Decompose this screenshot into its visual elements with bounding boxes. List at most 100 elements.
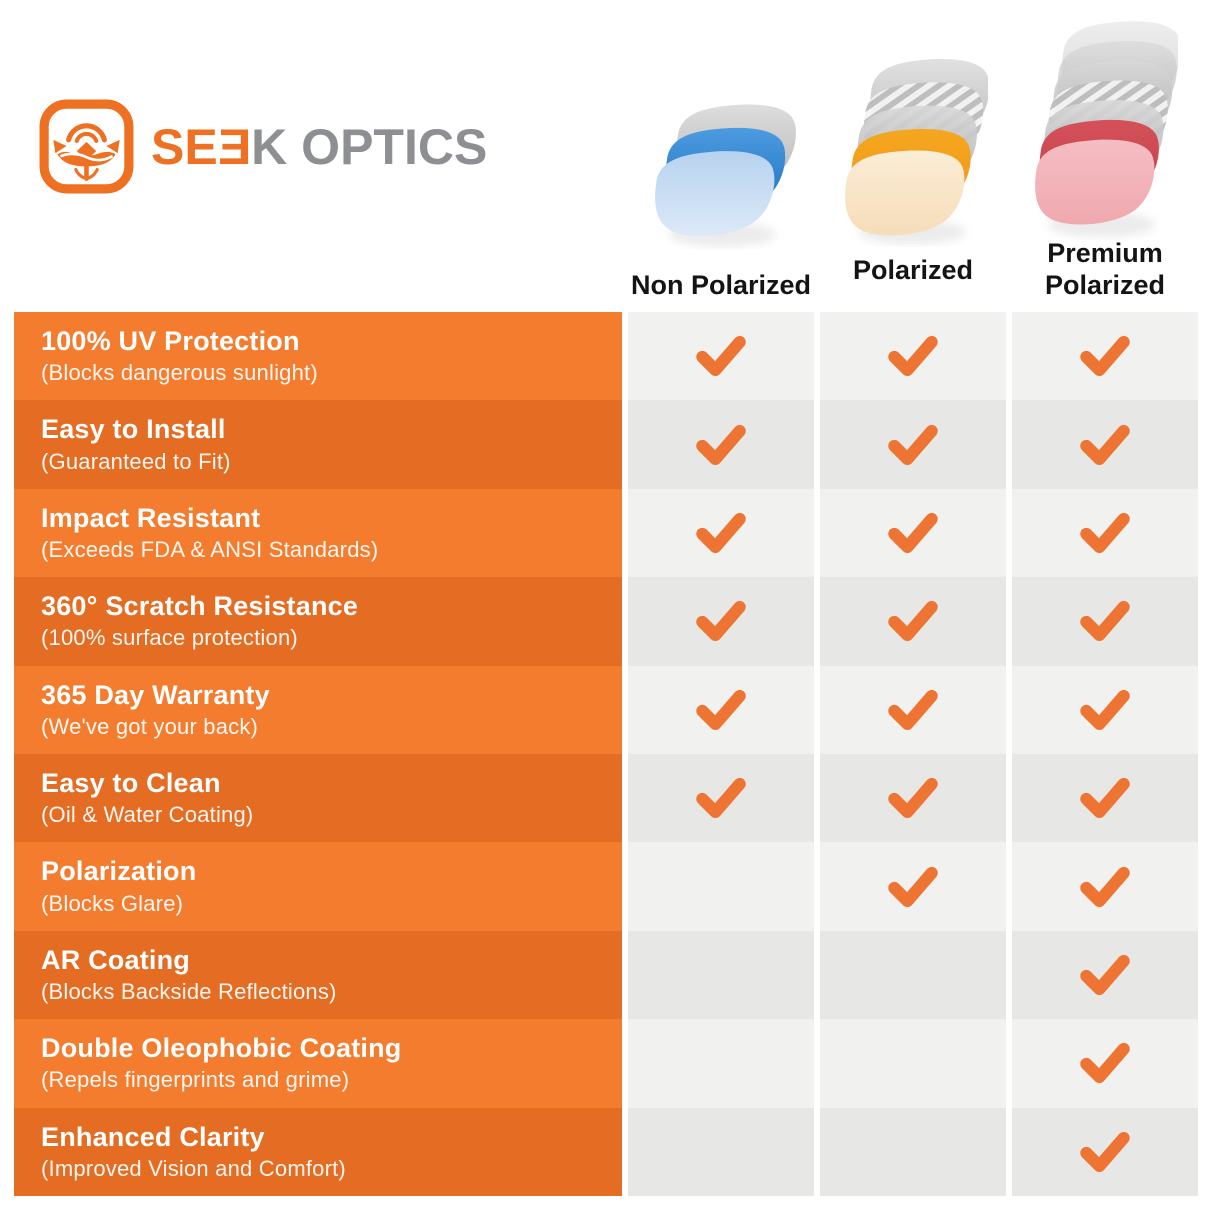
check-cell [820, 400, 1006, 489]
check-cell [1012, 1019, 1198, 1108]
polarized-lens-icon [845, 58, 988, 245]
feature-comparison-table: 100% UV Protection (Blocks dangerous sun… [14, 312, 1198, 1196]
check-cell [820, 842, 1006, 931]
check-cell [1012, 400, 1198, 489]
checkmark-icon [1080, 512, 1130, 554]
brand-part2: K [251, 118, 288, 175]
feature-title: 365 Day Warranty [41, 679, 270, 710]
feature-cell: 365 Day Warranty (We've got your back) [14, 665, 622, 754]
feature-title: 360° Scratch Resistance [41, 591, 359, 622]
checkmark-icon [1080, 336, 1130, 377]
feature-cell: Double Oleophobic Coating (Repels finger… [14, 1019, 622, 1108]
feature-title: AR Coating [41, 944, 190, 975]
feature-title: 100% UV Protection [41, 326, 300, 357]
non-polarized-lens-icon [655, 104, 796, 247]
feature-subtitle: (Blocks Glare) [41, 890, 184, 916]
feature-title: Easy to Clean [41, 768, 221, 799]
feature-subtitle: (Exceeds FDA & ANSI Standards) [41, 537, 379, 563]
check-cell [628, 1019, 814, 1108]
table-row: Enhanced Clarity (Improved Vision and Co… [14, 1107, 1198, 1196]
column-label: Non Polarized [630, 270, 812, 301]
check-cell [820, 312, 1006, 401]
checkmark-icon [888, 689, 938, 730]
feature-title: Easy to Install [41, 414, 226, 445]
check-cell [628, 842, 814, 931]
table-row: 360° Scratch Resistance (100% surface pr… [14, 577, 1198, 666]
checkmark-icon [1080, 424, 1130, 465]
feature-title: Polarization [41, 856, 197, 887]
check-cell [628, 665, 814, 754]
table-row: AR Coating (Blocks Backside Reflections) [14, 930, 1198, 1020]
brand-flipped-e: E [217, 118, 252, 175]
brand-part1: SE [151, 118, 218, 175]
checkmark-icon [888, 601, 938, 642]
column-label: Premium Polarized [1044, 238, 1166, 301]
checkmark-icon [1080, 954, 1130, 995]
checkmark-icon [888, 512, 938, 554]
checkmark-icon [1080, 866, 1130, 907]
feature-subtitle: (We've got your back) [41, 713, 259, 739]
check-cell [1012, 665, 1198, 754]
check-cell [820, 930, 1006, 1020]
checkmark-icon [888, 424, 938, 465]
feature-cell: Polarization (Blocks Glare) [14, 842, 622, 931]
feature-cell: AR Coating (Blocks Backside Reflections) [14, 930, 622, 1020]
checkmark-icon [696, 601, 746, 642]
table-row: Easy to Install (Guaranteed to Fit) [14, 400, 1198, 489]
checkmark-icon [696, 512, 746, 554]
table-row: Easy to Clean (Oil & Water Coating) [14, 753, 1198, 843]
brand-part3: OPTICS [301, 118, 488, 175]
feature-cell: 100% UV Protection (Blocks dangerous sun… [14, 312, 622, 401]
check-cell [628, 1107, 814, 1196]
checkmark-icon [1080, 601, 1130, 642]
feature-cell: 360° Scratch Resistance (100% surface pr… [14, 577, 622, 666]
seek-optics-mark-icon [39, 99, 134, 194]
check-cell [1012, 930, 1198, 1020]
check-cell [1012, 488, 1198, 578]
check-cell [1012, 312, 1198, 401]
feature-subtitle: (100% surface protection) [41, 625, 298, 651]
feature-subtitle: (Improved Vision and Comfort) [41, 1155, 346, 1181]
check-cell [820, 665, 1006, 754]
check-cell [1012, 753, 1198, 843]
check-cell [820, 488, 1006, 578]
column-header-premium-polarized: Premium Polarized [1012, 230, 1198, 302]
table-row: Double Oleophobic Coating (Repels finger… [14, 1019, 1198, 1108]
brand-logo: SE E K OPTICS [38, 98, 487, 195]
check-cell [628, 753, 814, 843]
check-cell [820, 1019, 1006, 1108]
checkmark-icon [696, 336, 746, 377]
feature-subtitle: (Repels fingerprints and grime) [41, 1067, 350, 1093]
column-header-non-polarized: Non Polarized [628, 230, 814, 302]
feature-title: Double Oleophobic Coating [41, 1033, 402, 1064]
check-cell [1012, 842, 1198, 931]
checkmark-icon [1080, 689, 1130, 730]
checkmark-icon [696, 778, 746, 819]
table-row: 100% UV Protection (Blocks dangerous sun… [14, 312, 1198, 401]
checkmark-icon [696, 689, 746, 730]
check-cell [820, 753, 1006, 843]
table-row: Impact Resistant (Exceeds FDA & ANSI Sta… [14, 488, 1198, 578]
check-cell [628, 930, 814, 1020]
table-row: 365 Day Warranty (We've got your back) [14, 665, 1198, 754]
check-cell [628, 400, 814, 489]
feature-subtitle: (Blocks dangerous sunlight) [41, 360, 318, 386]
checkmark-icon [888, 866, 938, 907]
feature-cell: Easy to Install (Guaranteed to Fit) [14, 400, 622, 489]
check-cell [628, 488, 814, 578]
feature-subtitle: (Oil & Water Coating) [41, 802, 254, 828]
feature-title: Impact Resistant [41, 502, 261, 533]
brand-wordmark: SE E K OPTICS [151, 118, 487, 176]
feature-title: Enhanced Clarity [41, 1121, 265, 1152]
feature-subtitle: (Blocks Backside Reflections) [41, 979, 337, 1005]
feature-cell: Impact Resistant (Exceeds FDA & ANSI Sta… [14, 488, 622, 578]
check-cell [1012, 577, 1198, 666]
checkmark-icon [888, 778, 938, 819]
checkmark-icon [1080, 778, 1130, 819]
check-cell [820, 577, 1006, 666]
table-row: Polarization (Blocks Glare) [14, 842, 1198, 931]
check-cell [628, 577, 814, 666]
column-label: Polarized [852, 255, 974, 286]
checkmark-icon [888, 336, 938, 377]
column-header-polarized: Polarized [820, 230, 1006, 302]
